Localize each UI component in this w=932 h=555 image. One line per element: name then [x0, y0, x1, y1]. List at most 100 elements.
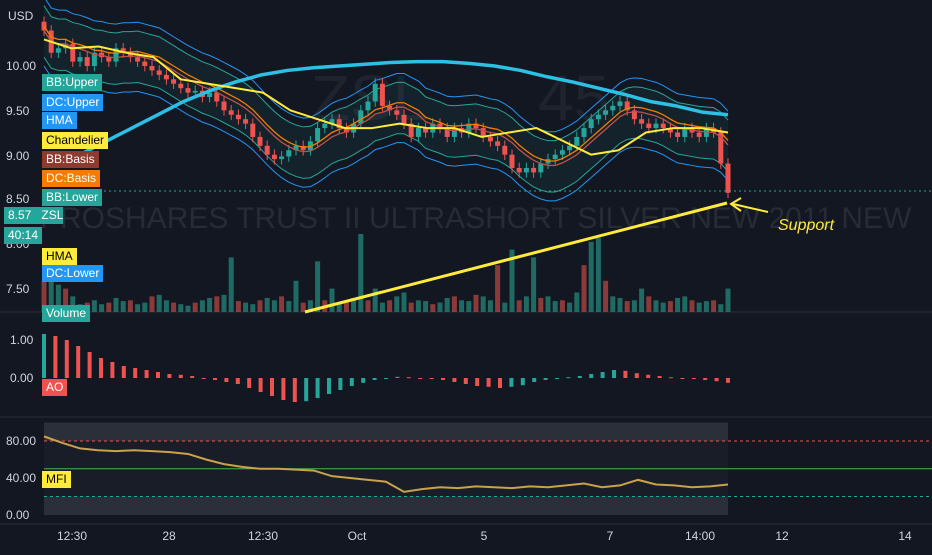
- volume-bar: [653, 300, 659, 312]
- watermark-name: PROSHARES TRUST II ULTRASHORT SILVER NEW…: [40, 202, 912, 235]
- ao-bar: [555, 378, 559, 379]
- volume-bar: [372, 288, 378, 312]
- candle-body: [466, 123, 472, 133]
- ao-bar: [566, 377, 571, 379]
- volume-bar: [682, 296, 688, 312]
- candle-body: [336, 119, 342, 129]
- volume-bar: [163, 300, 169, 312]
- candle-body: [639, 119, 645, 124]
- candle-body: [358, 110, 364, 124]
- ao-bar: [121, 366, 126, 378]
- candle-body: [595, 114, 601, 120]
- candle-body: [487, 136, 493, 142]
- volume-bar: [437, 302, 443, 312]
- ao-bar: [714, 378, 719, 382]
- mfi-overbought-zone: [44, 422, 728, 441]
- candle-body: [372, 83, 378, 102]
- volume-bar: [718, 304, 724, 312]
- volume-bar: [279, 296, 285, 312]
- mfi-tick-label: 0.00: [6, 508, 30, 522]
- candle-body: [660, 123, 666, 129]
- candle-body: [142, 61, 148, 66]
- volume-bar: [286, 301, 292, 312]
- price-tick-label: 7.50: [6, 282, 30, 296]
- chandelier-line: [43, 38, 729, 156]
- ao-bar: [327, 378, 331, 394]
- candle-body: [120, 48, 126, 53]
- candle-body: [307, 141, 313, 151]
- volume-bar: [523, 296, 529, 312]
- support-trendline[interactable]: [304, 201, 728, 314]
- volume-bar: [379, 302, 385, 312]
- dc-lower-line: [43, 65, 729, 202]
- candle-body: [84, 57, 90, 66]
- candle-body: [286, 150, 292, 157]
- ao-tick-label: 1.00: [10, 333, 34, 347]
- ao-bar: [520, 378, 525, 386]
- volume-bar: [149, 296, 155, 312]
- ao-bar: [703, 378, 708, 380]
- hma-long-line: [79, 59, 729, 157]
- volume-bar: [387, 300, 393, 312]
- volume-pane: [41, 234, 731, 312]
- time-tick-label: 14: [898, 529, 912, 543]
- candle-body: [343, 128, 349, 133]
- volume-bar: [415, 300, 421, 312]
- ao-bar: [315, 378, 320, 398]
- candle-body: [725, 163, 731, 193]
- volume-bar: [495, 265, 501, 312]
- ao-bar: [623, 370, 628, 378]
- volume-bar: [711, 300, 717, 312]
- candle-body: [257, 136, 263, 146]
- ao-bar: [76, 346, 81, 378]
- candle-body: [135, 57, 141, 62]
- ao-bar: [349, 378, 354, 386]
- mfi-oversold-zone: [44, 496, 728, 515]
- volume-bar: [271, 300, 277, 312]
- ao-bar: [634, 373, 639, 378]
- candle-body: [163, 74, 169, 80]
- candle-body: [696, 132, 702, 137]
- time-tick-label: 28: [162, 529, 176, 543]
- candle-body: [444, 128, 450, 137]
- candle-body: [567, 145, 573, 151]
- countdown-tag: 40:14: [4, 227, 42, 244]
- ao-bar: [372, 378, 377, 380]
- volume-bar: [451, 296, 457, 312]
- indicator-tag: Volume: [42, 305, 91, 322]
- volume-bar: [192, 302, 198, 312]
- candle-body: [624, 101, 630, 111]
- ao-bar: [281, 378, 286, 400]
- indicator-tag: DC:Basis: [42, 170, 101, 187]
- time-tick-label: 5: [481, 529, 488, 543]
- ao-bar: [384, 378, 388, 379]
- volume-bar: [329, 288, 335, 312]
- candle-body: [675, 132, 681, 137]
- bb-fill: [44, 5, 728, 193]
- currency-label: USD: [8, 9, 34, 23]
- bb-upper-line: [43, 5, 729, 142]
- volume-bar: [178, 304, 184, 312]
- candle-body: [581, 128, 587, 137]
- volume-bar: [365, 300, 371, 312]
- volume-bar: [185, 305, 191, 312]
- volume-bar: [336, 302, 342, 312]
- volume-bar: [675, 297, 681, 312]
- candle-body: [271, 154, 277, 160]
- volume-bar: [113, 297, 119, 312]
- volume-bar: [552, 301, 558, 312]
- watermark-symbol: ZSL 45: [311, 62, 610, 134]
- ao-bar: [486, 378, 491, 387]
- mfi-tag: MFI: [42, 471, 71, 488]
- volume-bar: [91, 300, 97, 312]
- volume-bar: [63, 288, 69, 312]
- candle-body: [631, 110, 637, 120]
- time-tick-label: 12:30: [57, 529, 87, 543]
- candle-body: [509, 154, 515, 168]
- candle-body: [279, 156, 285, 160]
- candle-body: [235, 114, 241, 120]
- mfi-pane: [43, 422, 932, 515]
- candle-body: [682, 128, 688, 137]
